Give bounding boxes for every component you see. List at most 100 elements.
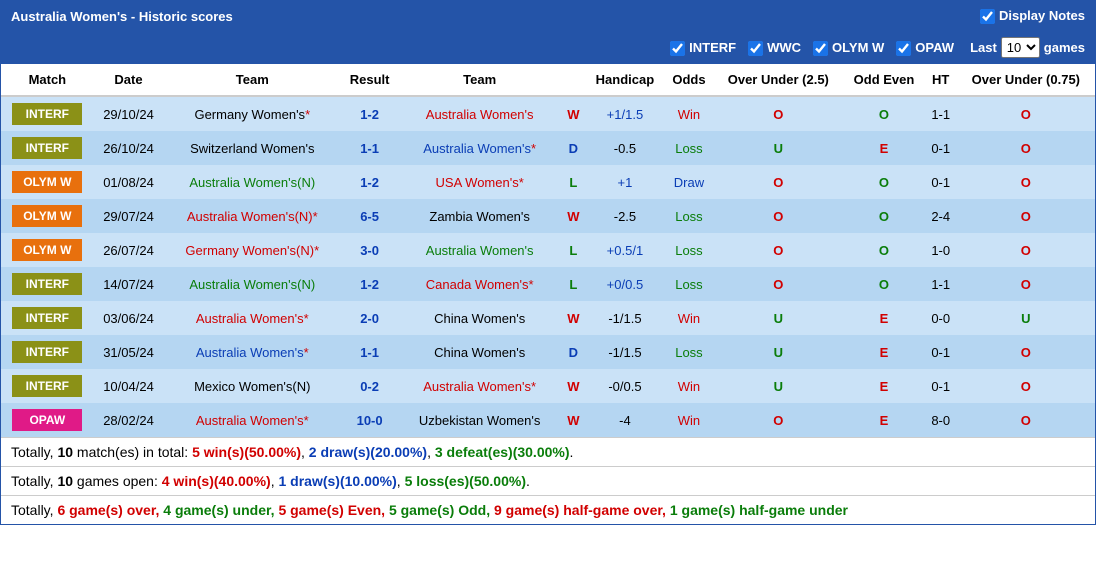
- summary-line-2: Totally, 10 games open: 4 win(s)(40.00%)…: [1, 466, 1095, 495]
- ou075-cell: O: [957, 199, 1095, 233]
- result-cell: 1-1: [341, 335, 398, 369]
- odds-cell: Win: [664, 403, 713, 437]
- filter-bar: INTERFWWCOLYM WOPAW Last 10 games: [1, 31, 1095, 64]
- match-badge: INTERF: [12, 273, 82, 295]
- result-cell: 1-1: [341, 131, 398, 165]
- display-notes-checkbox[interactable]: [980, 9, 995, 24]
- date-cell: 29/07/24: [94, 199, 164, 233]
- match-badge: OLYM W: [12, 239, 82, 261]
- handicap-cell: -0/0.5: [585, 369, 664, 403]
- ou25-cell: U: [713, 301, 843, 335]
- handicap-cell: +0.5/1: [585, 233, 664, 267]
- wld-cell: L: [561, 233, 585, 267]
- away-team-cell: Australia Women's: [398, 233, 561, 267]
- handicap-cell: -2.5: [585, 199, 664, 233]
- table-row: INTERF14/07/24Australia Women's(N)1-2Can…: [1, 267, 1095, 301]
- column-header: Team: [163, 64, 341, 96]
- display-notes-label: Display Notes: [999, 8, 1085, 23]
- handicap-cell: -1/1.5: [585, 301, 664, 335]
- ht-cell: 0-1: [925, 165, 957, 199]
- ht-cell: 1-1: [925, 267, 957, 301]
- table-row: INTERF26/10/24Switzerland Women's1-1Aust…: [1, 131, 1095, 165]
- result-cell: 0-2: [341, 369, 398, 403]
- table-row: OLYM W01/08/24Australia Women's(N)1-2USA…: [1, 165, 1095, 199]
- match-cell: OLYM W: [1, 233, 94, 267]
- match-badge: OLYM W: [12, 171, 82, 193]
- oe-cell: O: [843, 165, 925, 199]
- summary-line-1: Totally, 10 match(es) in total: 5 win(s)…: [1, 437, 1095, 466]
- ou075-cell: O: [957, 96, 1095, 131]
- filter-checkbox-opaw[interactable]: [896, 41, 911, 56]
- filter-checkbox-olym-w[interactable]: [813, 41, 828, 56]
- odds-cell: Draw: [664, 165, 713, 199]
- date-cell: 10/04/24: [94, 369, 164, 403]
- column-header: Odds: [664, 64, 713, 96]
- wld-cell: W: [561, 96, 585, 131]
- last-games-select[interactable]: 10: [1001, 37, 1040, 58]
- ou075-cell: O: [957, 131, 1095, 165]
- home-team-cell: Mexico Women's(N): [163, 369, 341, 403]
- wld-cell: W: [561, 301, 585, 335]
- column-header: [561, 64, 585, 96]
- oe-cell: E: [843, 301, 925, 335]
- column-header: Result: [341, 64, 398, 96]
- oe-cell: E: [843, 369, 925, 403]
- home-team-cell: Switzerland Women's: [163, 131, 341, 165]
- table-row: INTERF31/05/24Australia Women's*1-1China…: [1, 335, 1095, 369]
- odds-cell: Loss: [664, 233, 713, 267]
- match-badge: INTERF: [12, 341, 82, 363]
- match-badge: INTERF: [12, 137, 82, 159]
- last-suffix: games: [1044, 40, 1085, 55]
- filter-label-opaw[interactable]: OPAW: [915, 40, 954, 55]
- table-row: INTERF10/04/24Mexico Women's(N)0-2Austra…: [1, 369, 1095, 403]
- result-cell: 6-5: [341, 199, 398, 233]
- match-cell: INTERF: [1, 96, 94, 131]
- date-cell: 29/10/24: [94, 96, 164, 131]
- oe-cell: O: [843, 199, 925, 233]
- ht-cell: 0-1: [925, 335, 957, 369]
- ht-cell: 0-1: [925, 369, 957, 403]
- result-cell: 10-0: [341, 403, 398, 437]
- home-team-cell: Australia Women's(N)*: [163, 199, 341, 233]
- filter-label-wwc[interactable]: WWC: [767, 40, 801, 55]
- column-header: Over Under (2.5): [713, 64, 843, 96]
- home-team-cell: Australia Women's*: [163, 403, 341, 437]
- match-cell: INTERF: [1, 301, 94, 335]
- oe-cell: E: [843, 335, 925, 369]
- table-row: OPAW28/02/24Australia Women's*10-0Uzbeki…: [1, 403, 1095, 437]
- away-team-cell: China Women's: [398, 335, 561, 369]
- oe-cell: O: [843, 96, 925, 131]
- ht-cell: 0-1: [925, 131, 957, 165]
- filter-checkbox-interf[interactable]: [670, 41, 685, 56]
- match-cell: OPAW: [1, 403, 94, 437]
- wld-cell: W: [561, 403, 585, 437]
- display-notes-toggle[interactable]: Display Notes: [980, 8, 1085, 24]
- ou25-cell: O: [713, 267, 843, 301]
- filter-label-interf[interactable]: INTERF: [689, 40, 736, 55]
- scores-table: MatchDateTeamResultTeamHandicapOddsOver …: [1, 64, 1095, 437]
- date-cell: 26/10/24: [94, 131, 164, 165]
- ht-cell: 1-0: [925, 233, 957, 267]
- result-cell: 1-2: [341, 96, 398, 131]
- ou075-cell: O: [957, 267, 1095, 301]
- ou25-cell: O: [713, 165, 843, 199]
- date-cell: 28/02/24: [94, 403, 164, 437]
- away-team-cell: Canada Women's*: [398, 267, 561, 301]
- ht-cell: 2-4: [925, 199, 957, 233]
- date-cell: 14/07/24: [94, 267, 164, 301]
- home-team-cell: Australia Women's*: [163, 301, 341, 335]
- handicap-cell: +1/1.5: [585, 96, 664, 131]
- match-badge: OPAW: [12, 409, 82, 431]
- column-header: Over Under (0.75): [957, 64, 1095, 96]
- oe-cell: E: [843, 131, 925, 165]
- wld-cell: D: [561, 335, 585, 369]
- column-header: Odd Even: [843, 64, 925, 96]
- ou075-cell: O: [957, 369, 1095, 403]
- match-cell: INTERF: [1, 335, 94, 369]
- filter-checkbox-wwc[interactable]: [748, 41, 763, 56]
- filter-label-olym-w[interactable]: OLYM W: [832, 40, 884, 55]
- wld-cell: L: [561, 267, 585, 301]
- ht-cell: 1-1: [925, 96, 957, 131]
- ou25-cell: O: [713, 403, 843, 437]
- date-cell: 26/07/24: [94, 233, 164, 267]
